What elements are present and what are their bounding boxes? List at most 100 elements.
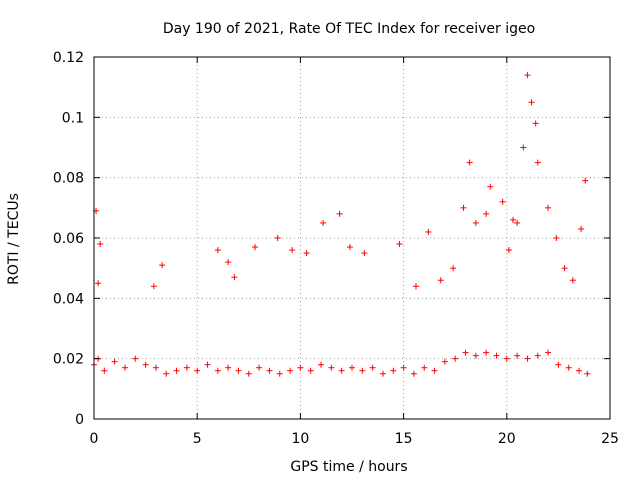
x-tick-label: 10 [291,431,309,447]
data-point [410,370,417,377]
x-tick-label: 0 [90,431,99,447]
data-point [493,352,500,359]
data-point [412,283,419,290]
data-point [297,364,304,371]
data-point [505,247,512,254]
data-point [441,358,448,365]
data-point [256,364,263,371]
data-point [569,277,576,284]
data-point [483,349,490,356]
x-axis-label: GPS time / hours [290,459,407,475]
data-point [369,364,376,371]
data-point [320,219,327,226]
data-point [524,355,531,362]
data-point [95,280,102,287]
data-point [472,219,479,226]
data-point [235,367,242,374]
data-point [437,277,444,284]
y-axis-label: ROTI / TECUs [6,193,22,285]
x-tick-label: 20 [498,431,516,447]
data-point [266,367,273,374]
data-point [303,250,310,257]
data-point [532,120,539,127]
data-point [204,361,211,368]
data-point [462,349,469,356]
plot-frame [93,56,611,420]
data-point [231,274,238,281]
data-point [472,352,479,359]
data-point [251,244,258,251]
data-point [287,367,294,374]
data-point [142,361,149,368]
data-point [121,364,128,371]
data-point [214,247,221,254]
data-point [578,225,585,232]
data-point [514,219,521,226]
data-point [318,361,325,368]
data-point [173,367,180,374]
data-point [545,349,552,356]
data-point [520,144,527,151]
data-point [509,216,516,223]
y-tick-label: 0.02 [53,352,84,368]
data-point [545,204,552,211]
data-point [349,364,355,371]
data-point [361,250,368,257]
data-point [338,367,345,374]
data-point [225,364,232,371]
data-point [534,352,541,359]
data-point [396,241,403,248]
grid-lines [94,57,610,419]
data-point [431,367,438,374]
data-point [450,265,457,272]
data-point [101,367,108,374]
data-point [487,183,494,190]
data-point [466,159,473,166]
data-point [452,355,459,362]
y-tick-label: 0.06 [53,231,84,247]
y-tick-label: 0.1 [62,110,84,126]
data-point [111,358,118,365]
data-point [346,244,353,251]
data-point [503,355,510,362]
data-point [276,370,283,377]
y-tick-label: 0.08 [53,171,84,187]
chart-title: Day 190 of 2021, Rate Of TEC Index for r… [163,21,535,37]
data-point [528,99,535,106]
data-point [245,370,252,377]
y-tick-label: 0.04 [53,291,84,307]
x-tick-label: 5 [193,431,202,447]
y-tick-label: 0 [75,412,84,428]
data-point [274,235,281,241]
data-point [553,235,560,241]
data-point [534,159,541,166]
data-point [425,228,432,235]
data-point [336,210,343,217]
data-point [561,265,568,272]
data-point [214,367,221,374]
data-point [359,367,366,374]
data-point [499,198,506,205]
data-point [97,241,104,248]
data-point [390,367,397,374]
x-tick-label: 25 [601,431,619,447]
data-point [150,283,157,290]
data-point [524,72,531,79]
data-point [132,355,139,362]
data-point [565,364,572,371]
data-point [582,177,589,184]
data-point [514,352,521,359]
data-point [400,364,407,371]
data-point [183,364,190,371]
data-point [576,367,583,374]
data-point [483,210,490,217]
data-point [328,364,335,371]
data-point [194,367,201,374]
data-point [307,367,314,374]
data-point [163,370,170,377]
axis-ticks: 0 5 10 15 20 25 0 0.02 0.04 0.06 0.08 0.1 0.12 [53,50,619,447]
data-point [289,247,296,254]
data-point [421,364,428,371]
data-point [555,361,562,368]
data-point [152,364,159,371]
